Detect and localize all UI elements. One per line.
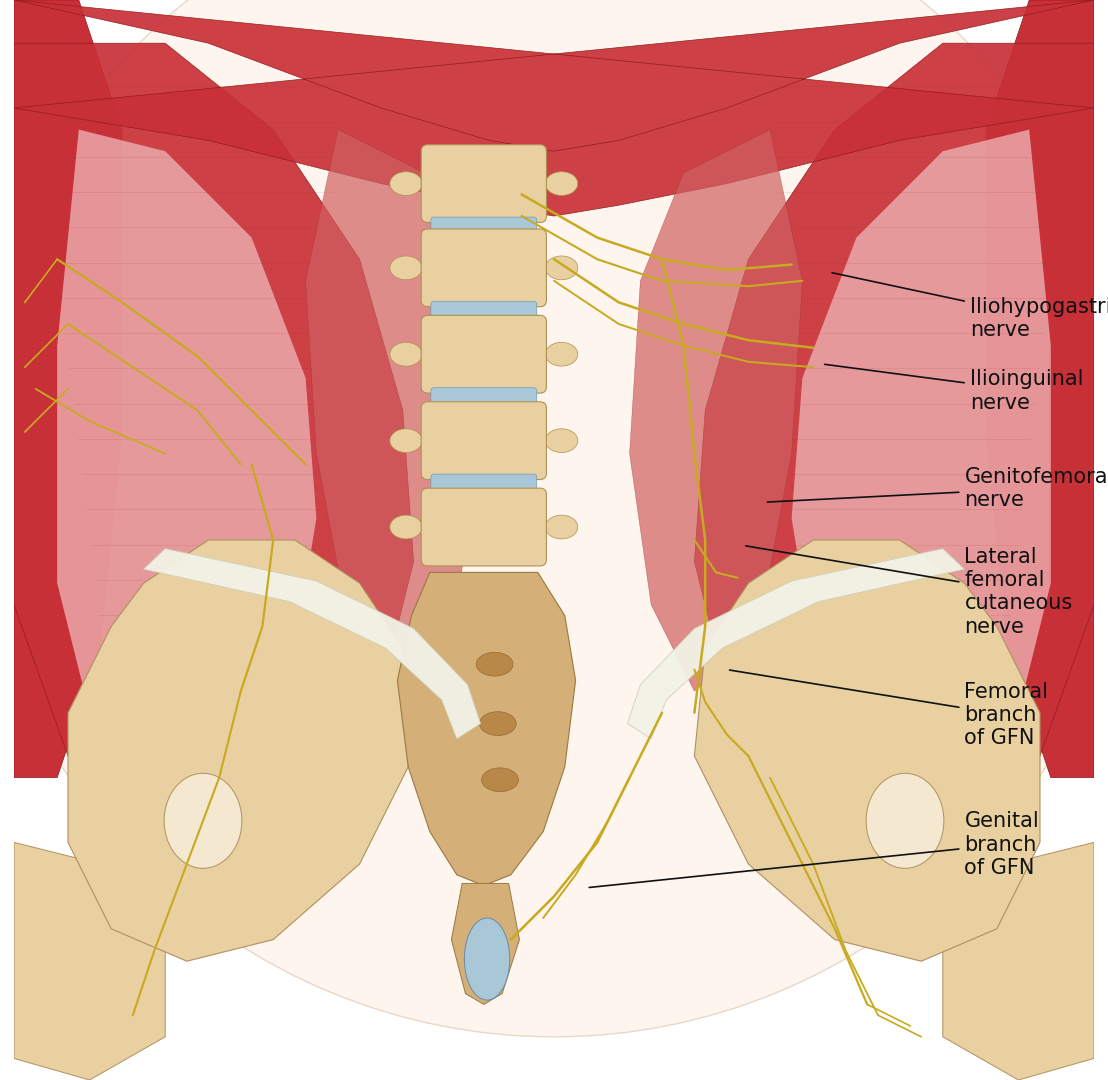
Polygon shape [629,130,802,691]
Text: Genital
branch
of GFN: Genital branch of GFN [589,811,1039,888]
Text: Ilioinguinal
nerve: Ilioinguinal nerve [824,364,1084,413]
Polygon shape [14,0,1094,216]
FancyBboxPatch shape [431,474,536,502]
Text: Lateral
femoral
cutaneous
nerve: Lateral femoral cutaneous nerve [746,545,1073,636]
Polygon shape [986,0,1094,778]
Polygon shape [68,540,413,961]
Ellipse shape [390,342,422,366]
Ellipse shape [545,256,577,280]
Ellipse shape [390,256,422,280]
Ellipse shape [464,918,510,1000]
Ellipse shape [390,172,422,195]
Polygon shape [943,842,1094,1080]
Ellipse shape [545,172,577,195]
Polygon shape [627,549,964,739]
FancyBboxPatch shape [431,217,536,245]
Polygon shape [14,43,413,821]
Ellipse shape [482,768,519,792]
Polygon shape [58,130,317,756]
Ellipse shape [545,515,577,539]
FancyBboxPatch shape [421,315,546,393]
Ellipse shape [390,429,422,453]
FancyBboxPatch shape [421,402,546,480]
Polygon shape [695,43,1094,821]
Ellipse shape [866,773,944,868]
Ellipse shape [480,712,516,735]
Polygon shape [791,130,1050,756]
Polygon shape [144,549,481,739]
Polygon shape [14,842,165,1080]
Polygon shape [398,572,575,886]
Text: Femoral
branch
of GFN: Femoral branch of GFN [729,670,1048,748]
Polygon shape [695,540,1040,961]
Ellipse shape [164,773,242,868]
FancyBboxPatch shape [421,488,546,566]
Ellipse shape [545,342,577,366]
FancyBboxPatch shape [421,145,546,222]
Ellipse shape [0,0,1108,1037]
Polygon shape [451,883,520,1004]
FancyBboxPatch shape [431,301,536,329]
Text: Iliohypogastric
nerve: Iliohypogastric nerve [832,273,1108,340]
Ellipse shape [476,652,513,676]
Polygon shape [306,130,479,691]
Ellipse shape [390,515,422,539]
FancyBboxPatch shape [431,388,536,416]
Polygon shape [14,0,122,778]
FancyBboxPatch shape [421,229,546,307]
Ellipse shape [545,429,577,453]
Text: Genitofemoral
nerve: Genitofemoral nerve [768,467,1108,510]
